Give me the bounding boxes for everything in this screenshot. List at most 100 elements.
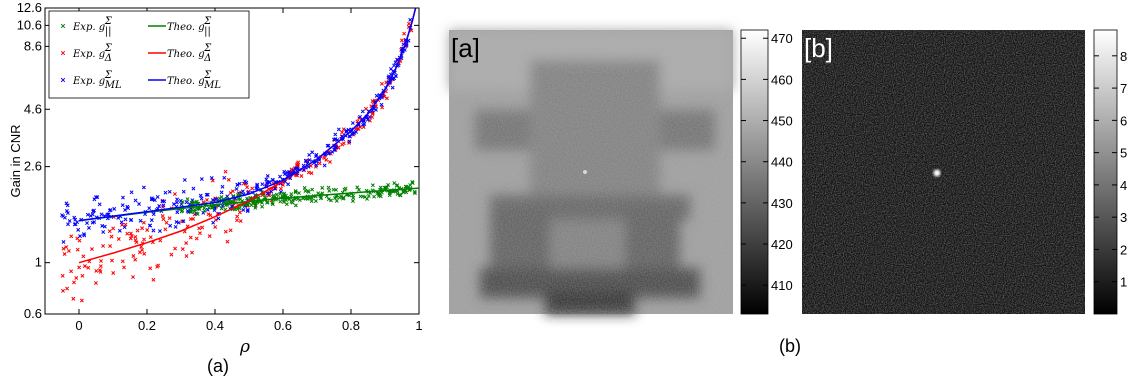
scatter-point (86, 225, 91, 230)
scatter-point (67, 218, 72, 223)
legend-superscript: Σ (203, 43, 212, 54)
scatter-point (235, 214, 240, 219)
scatter-point (175, 210, 180, 215)
scatter-point (189, 209, 193, 214)
scatter-point (128, 231, 133, 236)
scatter-point (327, 159, 332, 164)
scatter-point (180, 208, 185, 213)
scatter-point (370, 111, 375, 116)
scatter-point (206, 205, 211, 210)
scatter-point (313, 154, 318, 159)
scatter-point (260, 182, 265, 187)
scatter-point (160, 214, 165, 218)
scatter-point (286, 182, 291, 187)
scatter-point (237, 206, 242, 211)
scatter-point (60, 273, 65, 278)
scatter-point (142, 237, 147, 242)
legend-superscript: Σ (104, 43, 113, 54)
colorbar-tick-label: 440 (771, 155, 793, 170)
scatter-point (380, 105, 385, 110)
y-tick-label: 4.6 (24, 101, 42, 116)
scatter-point (61, 288, 65, 293)
scatter-point (307, 152, 312, 157)
scatter-point (310, 150, 315, 155)
scatter-point (282, 169, 287, 174)
panel-label-b: [b] (804, 33, 833, 63)
scatter-point (184, 241, 189, 246)
scatter-point (131, 275, 135, 279)
scatter-point (69, 269, 74, 274)
scatter-point (61, 240, 66, 244)
scatter-point (302, 185, 307, 190)
scatter-point (205, 207, 210, 212)
scatter-point (207, 234, 212, 239)
image-panel-a: [a] 470 460 450 440 430 420 410 (449, 29, 793, 315)
scatter-point (167, 189, 172, 194)
scatter-point (334, 187, 338, 192)
scatter-point (88, 213, 93, 218)
scatter-point (161, 217, 166, 222)
scatter-point (278, 186, 283, 191)
scatter-point (138, 218, 143, 223)
x-tick-label: 0.6 (274, 318, 292, 333)
scatter-point (121, 195, 125, 200)
scatter-point (366, 194, 371, 198)
scatter-point (77, 238, 82, 243)
scatter-point (101, 243, 106, 248)
scatter-point (120, 259, 125, 264)
scatter-point (241, 207, 246, 212)
scatter-point (260, 200, 264, 205)
scatter-point (158, 238, 163, 243)
scatter-point (245, 209, 250, 214)
scatter-point (75, 247, 80, 252)
scatter-point (332, 147, 337, 152)
scatter-point (392, 63, 397, 68)
scatter-point (162, 199, 167, 204)
scatter-point (326, 151, 331, 156)
y-axis-label: Gain in CNR (8, 125, 23, 198)
scatter-point (85, 212, 90, 217)
scatter-point (250, 186, 255, 191)
colorbar-tick-label: 460 (771, 72, 793, 87)
scatter-point (245, 196, 249, 201)
scatter-point (394, 73, 398, 78)
scatter-point (141, 220, 146, 225)
y-axis-ticks: 0.612.64.68.610.612.6 (17, 0, 419, 321)
scatter-point (81, 232, 86, 237)
image-a-bright-spot (583, 170, 587, 174)
scatter-point (334, 198, 339, 203)
scatter-point (129, 233, 134, 238)
scatter-point (365, 117, 370, 122)
theory-curves-group (78, 7, 420, 264)
y-tick-label: 8.6 (24, 38, 42, 53)
scatter-point (236, 197, 241, 201)
scatter-point (180, 199, 185, 204)
legend-entry: Theo. gΣΔ (148, 43, 212, 64)
scatter-point (249, 203, 254, 208)
legend-superscript: Σ (203, 16, 212, 27)
scatter-point (151, 228, 156, 233)
colorbar-tick-label: 8 (1120, 49, 1127, 64)
scatter-point (322, 163, 327, 168)
scatter-point (93, 281, 98, 286)
x-tick-label: 0.2 (138, 318, 156, 333)
scatter-point (284, 193, 288, 198)
scatter-point (376, 191, 381, 196)
scatter-point (228, 228, 233, 233)
colorbar-tick-label: 420 (771, 237, 793, 252)
scatter-point (378, 185, 383, 190)
scatter-point (374, 93, 379, 98)
scatter-point (355, 185, 360, 190)
scatter-point (161, 203, 166, 208)
scatter-point (245, 207, 250, 212)
scatter-point (135, 228, 140, 233)
scatter-point (385, 96, 389, 101)
scatter-point (198, 193, 203, 198)
scatter-point (131, 254, 136, 258)
scatter-point (188, 235, 193, 240)
scatter-point (108, 244, 113, 248)
image-panel-b: [b] 8 7 6 5 4 3 2 1 (802, 29, 1127, 315)
scatter-point (341, 141, 346, 146)
scatter-point (139, 244, 144, 249)
colorbar-tick-label: 410 (771, 278, 793, 293)
